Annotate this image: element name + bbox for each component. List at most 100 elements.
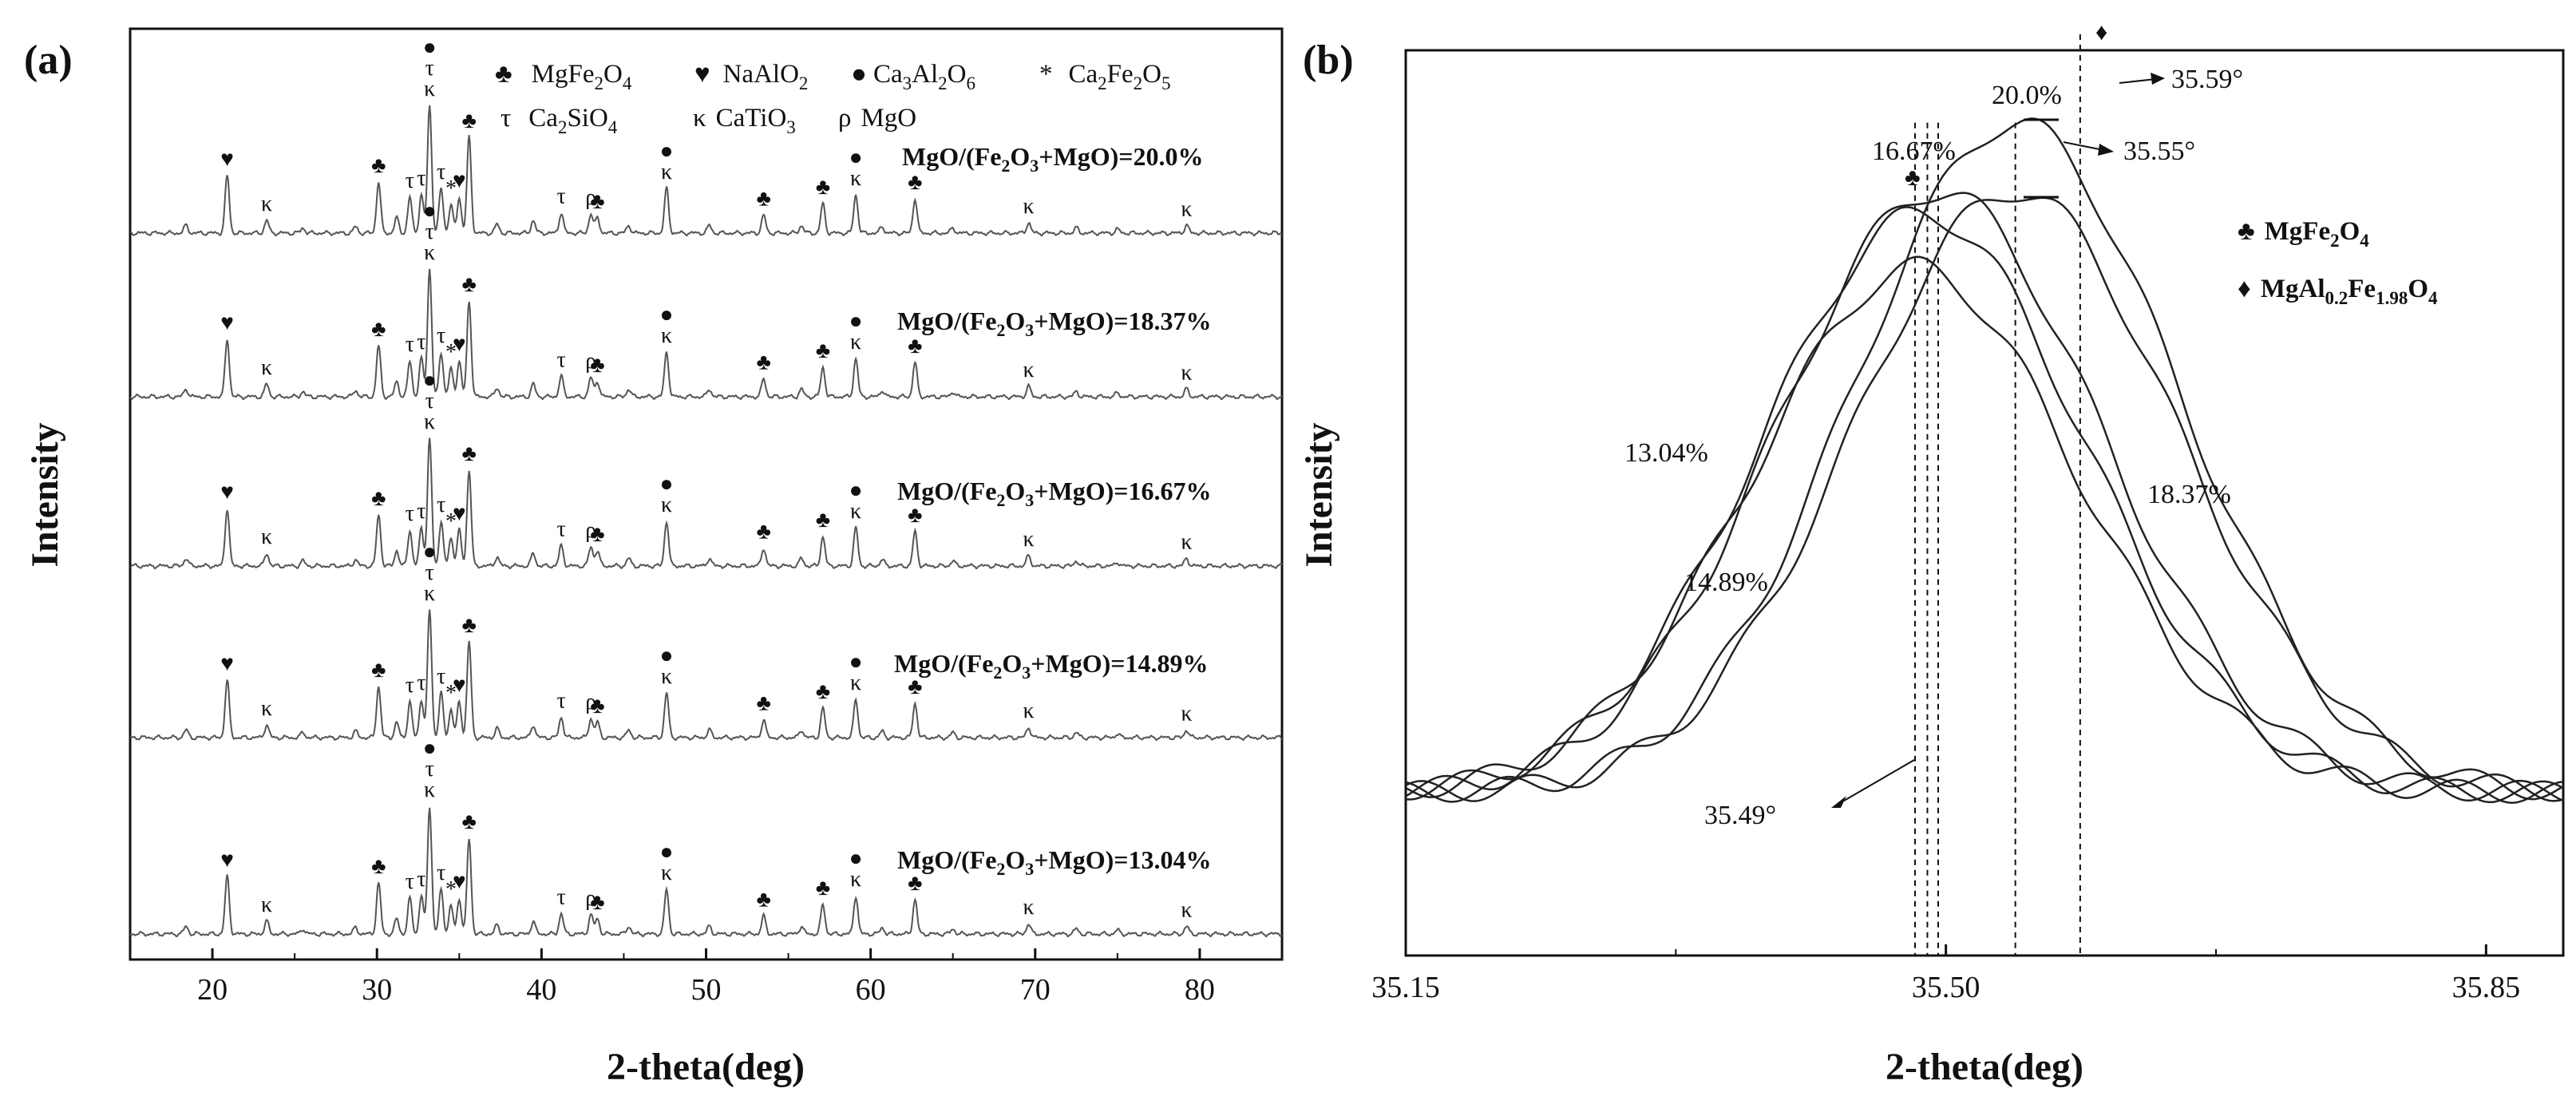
club-marker-16-67: ♣ — [1905, 164, 1921, 191]
series-label-16-67: MgO/(Fe2O3+MgO)=16.67% — [897, 477, 1212, 510]
peak-marker-3-20-1: ● — [660, 643, 674, 668]
panel-a: (a) ♥κ♣τ τκτ●τ*♥♣τ ρ♣κ●♣ ♣ κ●♣κ κ♥κ♣τ τκτ●τ*♥♣… — [24, 27, 1284, 1088]
peak-marker-3-2-0: κ — [261, 696, 272, 721]
peak-marker-0-20-0: κ — [661, 160, 672, 184]
peak-marker-2-25-1: ● — [849, 478, 863, 503]
peak-marker-3-7-0: τ — [406, 673, 414, 698]
peak-marker-3-17-0: ρ — [585, 690, 596, 714]
peak-marker-2-5-0: ♣ — [371, 486, 386, 511]
peak-marker-3-8-0: τ — [417, 671, 425, 695]
peak-marker-0-7-0: τ — [406, 168, 414, 193]
peak-marker-2-9-0: κ — [424, 410, 435, 434]
peak-marker-2-2-0: κ — [261, 524, 272, 549]
peak-marker-4-22-0: ♣ — [757, 888, 771, 912]
peak-marker-3-16-0: τ — [556, 688, 565, 713]
a-xtick-label-0: 20 — [197, 973, 228, 1007]
peak-marker-1-11-0: * — [445, 340, 457, 365]
peak-marker-1-27-0: ♣ — [908, 334, 922, 358]
curve-label-20: 20.0% — [1992, 81, 2062, 110]
peak-marker-3-9-2: ● — [423, 540, 437, 564]
panel-b-label: (b) — [1303, 38, 1354, 83]
zoom-curve-3 — [1405, 196, 2564, 802]
peak-marker-0-9-0: κ — [424, 77, 435, 101]
series-label-13-04: MgO/(Fe2O3+MgO)=13.04% — [897, 845, 1212, 879]
panel-b-x-ticks: 35.15 35.50 35.85 — [1371, 944, 2520, 1004]
peak-marker-4-25-1: ● — [849, 846, 863, 871]
arrowhead-35-55 — [2098, 144, 2114, 156]
peak-marker-0-12-0: ♥ — [453, 168, 466, 193]
peak-marker-4-20-0: κ — [661, 861, 672, 885]
peak-marker-2-13-0: ♣ — [462, 441, 477, 466]
peak-marker-2-18-0: ♣ — [590, 522, 604, 547]
a-xtick-label-3: 50 — [691, 973, 722, 1007]
peak-marker-1-9-0: κ — [424, 240, 435, 265]
curve-label-18-37: 18.37% — [2147, 480, 2231, 509]
peak-marker-1-25-1: ● — [849, 309, 863, 334]
peak-marker-2-10-0: τ — [437, 493, 445, 517]
peak-marker-3-12-0: ♥ — [453, 673, 466, 698]
peak-marker-2-20-1: ● — [660, 472, 674, 497]
legend-b-mgfe2o4: ♣ MgFe2O4 — [2238, 217, 2369, 251]
peak-marker-1-7-0: τ — [406, 332, 414, 357]
legend-catio3: κ CaTiO3 — [693, 104, 796, 137]
panel-a-spectra — [129, 105, 1283, 938]
arrowhead-35-59 — [2151, 73, 2165, 85]
panel-a-ylabel: Intensity — [24, 422, 66, 567]
series-label-18-37: MgO/(Fe2O3+MgO)=18.37% — [897, 307, 1212, 340]
peak-marker-4-12-0: ♥ — [453, 869, 466, 894]
peak-marker-1-29-0: κ — [1023, 358, 1034, 382]
peak-marker-3-27-0: ♣ — [908, 675, 922, 699]
peak-marker-4-17-0: ρ — [585, 886, 596, 911]
peak-marker-2-9-2: ● — [423, 368, 437, 393]
peak-marker-1-2-0: κ — [261, 355, 272, 380]
xrd-pattern-3 — [129, 609, 1283, 742]
peak-marker-0-24-0: ♣ — [816, 175, 830, 200]
peak-marker-2-12-0: ♥ — [453, 501, 466, 526]
peak-marker-0-9-2: ● — [423, 35, 437, 60]
panel-b-frame — [1404, 49, 2565, 957]
peak-marker-4-7-0: τ — [406, 869, 414, 894]
peak-marker-3-11-0: * — [445, 681, 457, 706]
peak-marker-3-25-0: κ — [850, 671, 861, 695]
panel-b-reference-lines — [1914, 34, 2081, 956]
panel-b: (b) 35.15 35.50 35.85 20.0% 16.67% 13.04% … — [1298, 19, 2565, 1088]
diamond-marker-top: ♦ — [2095, 19, 2107, 46]
peak-marker-2-16-0: τ — [556, 516, 565, 541]
peak-marker-2-11-0: * — [445, 509, 457, 534]
peak-marker-1-9-1: τ — [425, 220, 434, 244]
peak-marker-2-32-0: κ — [1181, 529, 1192, 554]
peak-marker-1-32-0: κ — [1181, 360, 1192, 385]
curve-label-13-04: 13.04% — [1624, 438, 1708, 468]
peak-marker-4-5-0: ♣ — [371, 854, 386, 879]
legend-ca3al2o6: ● Ca3Al2O6 — [851, 60, 975, 93]
panel-a-label: (a) — [24, 38, 73, 83]
peak-marker-0-16-0: τ — [556, 184, 565, 208]
peak-marker-4-8-0: τ — [417, 867, 425, 892]
peak-marker-4-16-0: τ — [556, 884, 565, 909]
peak-marker-4-18-0: ♣ — [590, 890, 604, 915]
peak-marker-0-17-0: ρ — [585, 185, 596, 210]
peak-marker-0-25-1: ● — [849, 145, 863, 170]
peak-marker-1-13-0: ♣ — [462, 272, 477, 297]
legend-b-mgal-fe-o4: ♦ MgAl0.2Fe1.98O4 — [2238, 275, 2438, 308]
peak-marker-2-1-0: ♥ — [220, 480, 234, 505]
peak-marker-4-10-0: τ — [437, 861, 445, 885]
peak-marker-0-29-0: κ — [1023, 194, 1034, 219]
panel-a-peak-markers: ♥κ♣τ τκτ●τ*♥♣τ ρ♣κ●♣ ♣ κ●♣κ κ♥κ♣τ τκτ●τ*♥♣τ ρ♣κ… — [220, 35, 1192, 922]
peak-marker-2-17-0: ρ — [585, 518, 596, 543]
peak-marker-0-20-1: ● — [660, 139, 674, 164]
peak-marker-2-22-0: ♣ — [757, 520, 771, 544]
legend-mgo: ρ MgO — [838, 104, 916, 133]
peak-marker-0-27-0: ♣ — [908, 170, 922, 195]
legend-naalo2: ♥ NaAlO2 — [694, 60, 808, 93]
curve-label-16-67: 16.67% — [1872, 137, 1956, 166]
panel-a-xlabel: 2-theta(deg) — [607, 1046, 805, 1088]
zoom-curve-4 — [1405, 117, 2564, 803]
annotation-35-49: 35.49° — [1704, 801, 1776, 830]
peak-marker-1-20-0: κ — [661, 323, 672, 348]
a-xtick-label-1: 30 — [362, 973, 392, 1007]
zoom-curve-0 — [1405, 255, 2564, 804]
peak-marker-0-2-0: κ — [261, 192, 272, 216]
peak-marker-1-22-0: ♣ — [757, 350, 771, 375]
